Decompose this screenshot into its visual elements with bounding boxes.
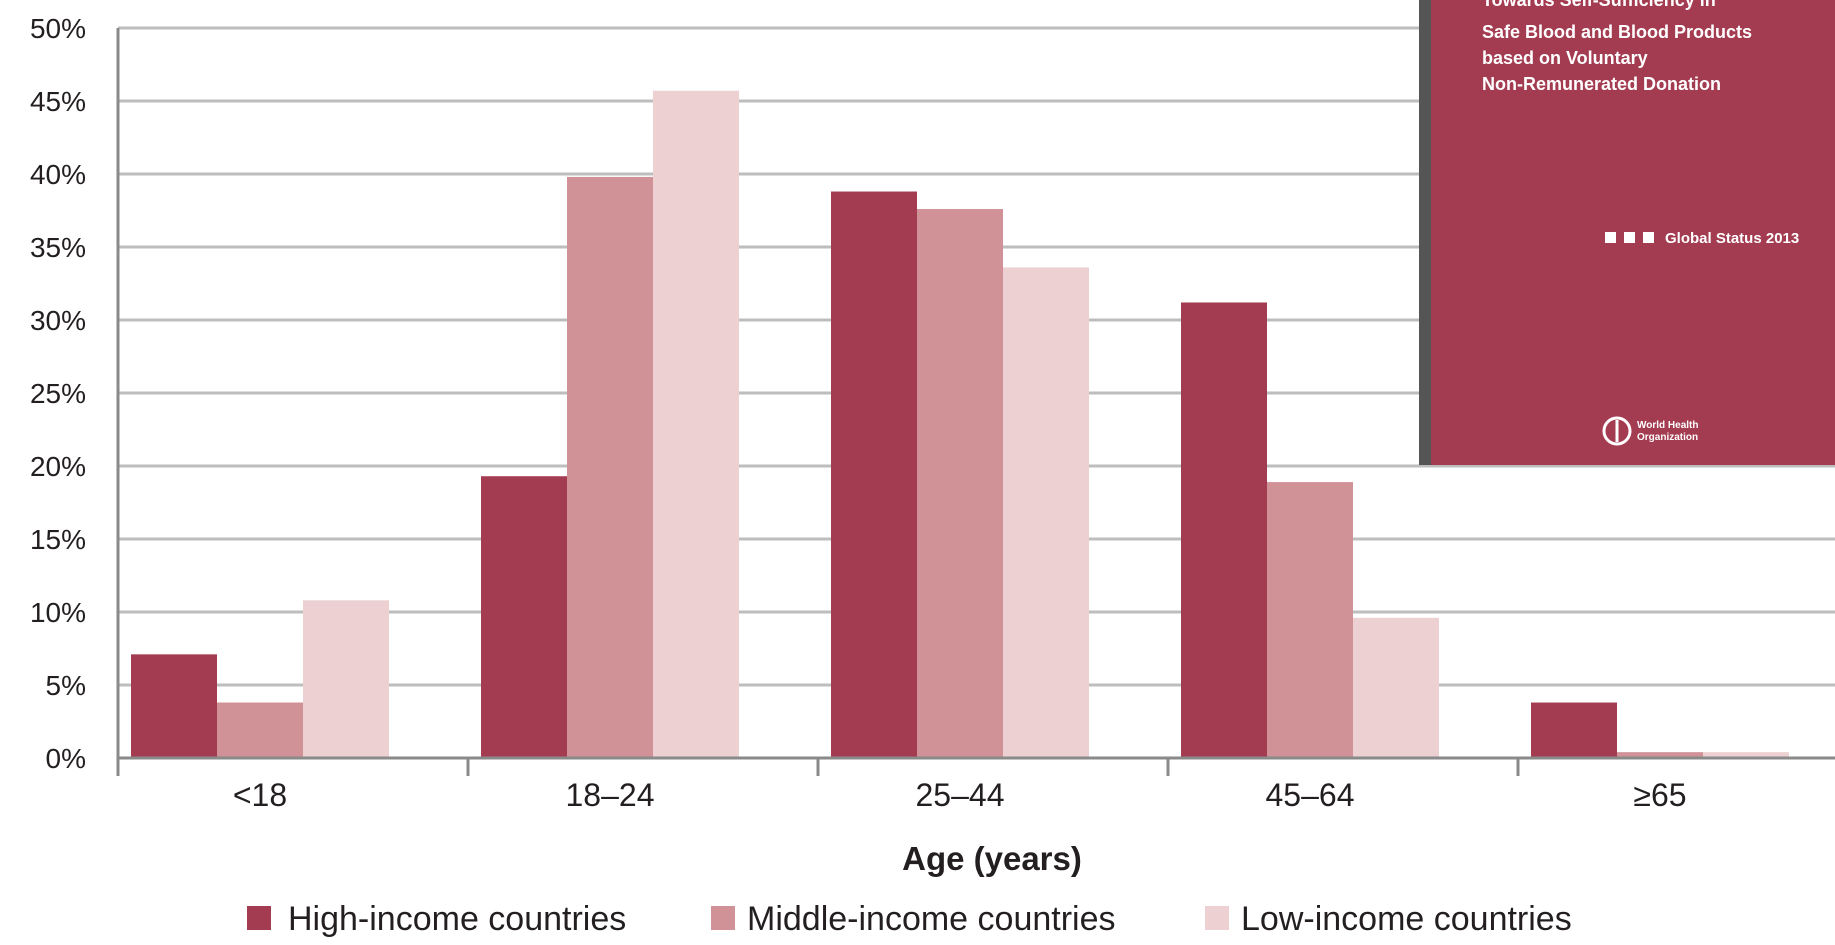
report-cover-inset: Towards Self-Sufficiency in Safe Blood an… <box>1419 0 1835 465</box>
bar-3-5 <box>1703 752 1789 758</box>
who-emblem-ring <box>1602 416 1632 446</box>
y-tick-label: 5% <box>46 670 86 701</box>
cover-dot <box>1605 232 1616 243</box>
bar-1-4 <box>1181 302 1267 758</box>
x-tick-label: 45–64 <box>1266 777 1355 813</box>
y-tick-label: 35% <box>30 232 86 263</box>
cover-dot <box>1643 232 1654 243</box>
cover-title-line: based on Voluntary <box>1482 48 1648 68</box>
bar-3-3 <box>1003 267 1089 758</box>
bar-2-1 <box>217 702 303 758</box>
legend-label-2: Middle-income countries <box>747 900 1116 938</box>
legend-swatch-2 <box>711 906 735 930</box>
y-tick-label: 45% <box>30 86 86 117</box>
x-tick-label: ≥65 <box>1633 777 1686 813</box>
y-tick-label: 10% <box>30 597 86 628</box>
y-tick-label: 25% <box>30 378 86 409</box>
bar-2-3 <box>917 209 1003 759</box>
bar-2-5 <box>1617 752 1703 758</box>
legend: High-income countries Middle-income count… <box>247 900 1572 938</box>
bar-1-2 <box>481 476 567 758</box>
who-logo-icon <box>1602 416 1632 446</box>
x-axis-title: Age (years) <box>902 840 1082 877</box>
cover-dot <box>1624 232 1635 243</box>
legend-swatch-1 <box>247 906 271 930</box>
bar-3-4 <box>1353 617 1439 758</box>
y-tick-label: 20% <box>30 451 86 482</box>
cover-title-line: Non-Remunerated Donation <box>1482 74 1721 94</box>
cover-edge <box>1419 0 1431 465</box>
y-tick-label: 30% <box>30 305 86 336</box>
bar-2-4 <box>1267 482 1353 758</box>
bar-3-1 <box>303 600 389 758</box>
bar-1-5 <box>1531 702 1617 758</box>
who-logo-text-line: Organization <box>1637 432 1698 443</box>
y-tick-label: 15% <box>30 524 86 555</box>
cover-title-line: Safe Blood and Blood Products <box>1482 22 1752 42</box>
bar-1-3 <box>831 191 917 758</box>
axes: 0% 5% 10% 15% 20% 25% 30% 35% 40% 45% 50% <18 18–24 2… <box>30 13 1835 877</box>
cover-title-line: Towards Self-Sufficiency in <box>1482 0 1716 10</box>
y-tick-label: 50% <box>30 13 86 44</box>
bar-2-2 <box>567 176 653 759</box>
who-logo-text-line: World Health <box>1637 420 1698 431</box>
bar-3-2 <box>653 90 739 758</box>
bars <box>131 90 1789 759</box>
x-tick-label: 25–44 <box>916 777 1005 813</box>
y-tick-label: 40% <box>30 159 86 190</box>
legend-label-1: High-income countries <box>288 900 626 938</box>
cover-status: Global Status 2013 <box>1665 230 1799 247</box>
y-tick-label: 0% <box>46 743 86 774</box>
bar-1-1 <box>131 654 217 758</box>
legend-label-3: Low-income countries <box>1241 900 1572 938</box>
x-tick-label: <18 <box>233 777 287 813</box>
legend-swatch-3 <box>1205 906 1229 930</box>
x-tick-label: 18–24 <box>566 777 655 813</box>
